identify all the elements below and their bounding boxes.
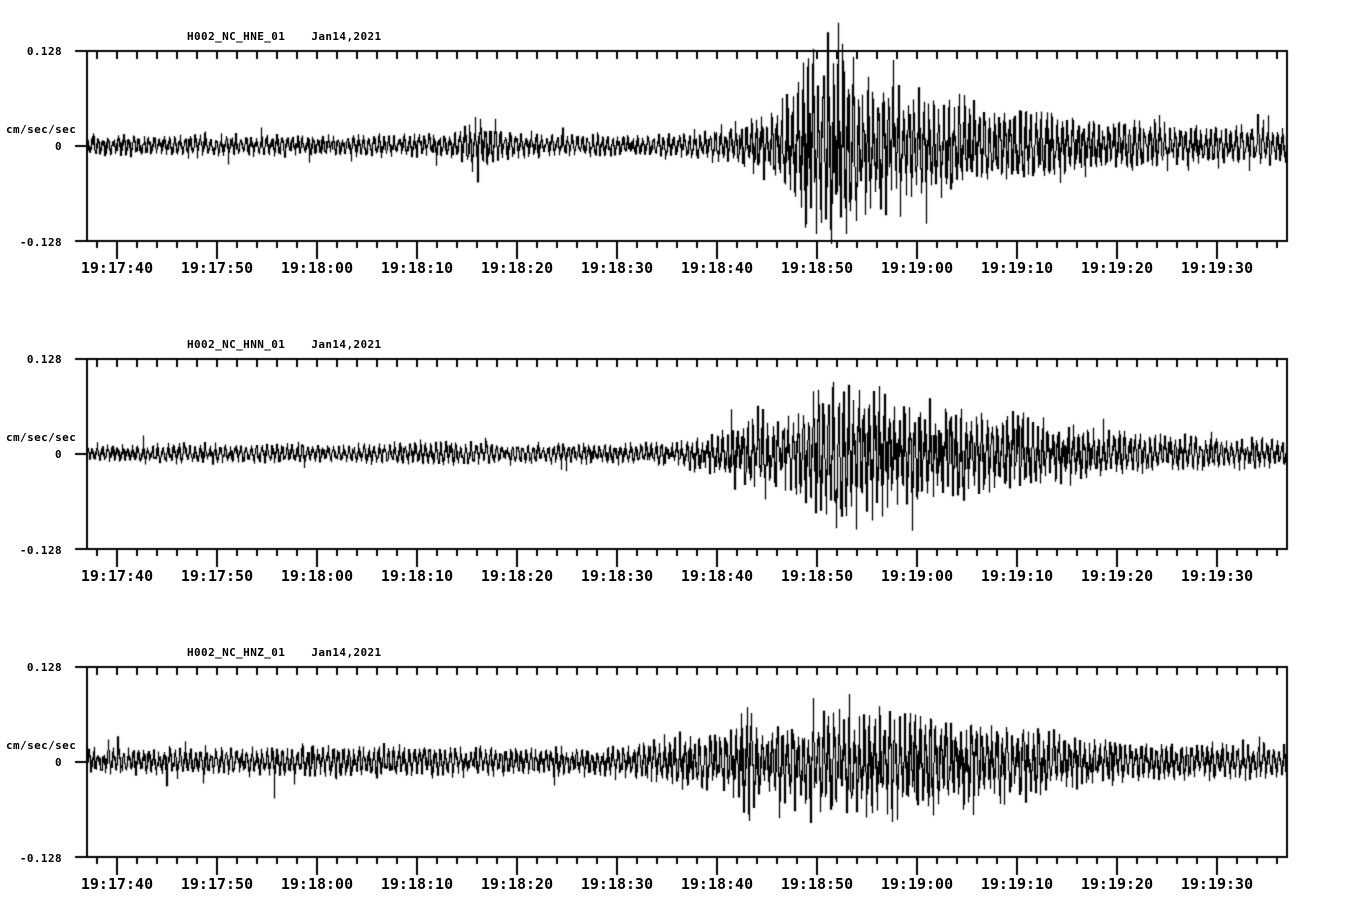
trace-panel-hnn: H002_NC_HNN_01 Jan14,2021 0.128 cm/sec/se… — [0, 308, 1358, 616]
time-tick-label: 19:17:50 — [180, 875, 254, 893]
y-axis-units-label: cm/sec/sec — [6, 123, 77, 136]
time-tick-label: 19:18:40 — [680, 567, 754, 585]
time-tick-label: 19:18:50 — [780, 567, 854, 585]
station-channel-label: H002_NC_HNN_01 — [187, 338, 286, 351]
time-tick-label: 19:19:00 — [880, 259, 954, 277]
time-tick-label: 19:17:40 — [80, 259, 154, 277]
time-tick-label: 19:18:30 — [580, 875, 654, 893]
y-tick-label-zero: 0 — [54, 140, 62, 153]
date-label: Jan14,2021 — [311, 30, 382, 43]
time-tick-label: 19:18:40 — [680, 259, 754, 277]
time-tick-label: 19:18:20 — [480, 875, 554, 893]
time-tick-label: 19:18:20 — [480, 259, 554, 277]
time-tick-label: 19:18:00 — [280, 875, 354, 893]
trace-title: H002_NC_HNE_01 Jan14,2021 — [187, 30, 382, 43]
time-tick-label: 19:18:30 — [580, 567, 654, 585]
time-tick-label: 19:19:00 — [880, 567, 954, 585]
waveform-canvas-hnn — [0, 308, 1358, 616]
time-tick-label: 19:19:20 — [1080, 875, 1154, 893]
time-tick-label: 19:18:40 — [680, 875, 754, 893]
time-tick-label: 19:19:00 — [880, 875, 954, 893]
y-tick-label-max: 0.128 — [26, 661, 62, 674]
trace-panel-hne: H002_NC_HNE_01 Jan14,2021 0.128 cm/sec/se… — [0, 0, 1358, 308]
date-label: Jan14,2021 — [311, 338, 382, 351]
time-tick-label: 19:19:20 — [1080, 259, 1154, 277]
time-tick-label: 19:17:50 — [180, 259, 254, 277]
station-channel-label: H002_NC_HNE_01 — [187, 30, 286, 43]
station-channel-label: H002_NC_HNZ_01 — [187, 646, 286, 659]
y-tick-label-min: -0.128 — [19, 236, 62, 249]
time-tick-label: 19:18:00 — [280, 567, 354, 585]
time-tick-label: 19:19:30 — [1180, 259, 1254, 277]
time-tick-label: 19:18:30 — [580, 259, 654, 277]
trace-panel-hnz: H002_NC_HNZ_01 Jan14,2021 0.128 cm/sec/se… — [0, 616, 1358, 924]
time-tick-label: 19:17:40 — [80, 875, 154, 893]
trace-title: H002_NC_HNN_01 Jan14,2021 — [187, 338, 382, 351]
time-tick-label: 19:18:00 — [280, 259, 354, 277]
y-axis-units-label: cm/sec/sec — [6, 431, 77, 444]
y-tick-label-zero: 0 — [54, 756, 62, 769]
y-axis-units-label: cm/sec/sec — [6, 739, 77, 752]
time-tick-label: 19:18:50 — [780, 875, 854, 893]
y-tick-label-min: -0.128 — [19, 544, 62, 557]
time-tick-label: 19:19:20 — [1080, 567, 1154, 585]
time-tick-label: 19:17:50 — [180, 567, 254, 585]
y-tick-label-max: 0.128 — [26, 353, 62, 366]
time-tick-label: 19:19:30 — [1180, 567, 1254, 585]
trace-title: H002_NC_HNZ_01 Jan14,2021 — [187, 646, 382, 659]
time-tick-label: 19:19:10 — [980, 875, 1054, 893]
y-tick-label-min: -0.128 — [19, 852, 62, 865]
time-tick-label: 19:18:50 — [780, 259, 854, 277]
time-tick-label: 19:17:40 — [80, 567, 154, 585]
date-label: Jan14,2021 — [311, 646, 382, 659]
y-tick-label-max: 0.128 — [26, 45, 62, 58]
time-tick-label: 19:19:10 — [980, 567, 1054, 585]
time-tick-label: 19:18:10 — [380, 567, 454, 585]
time-tick-label: 19:18:20 — [480, 567, 554, 585]
waveform-canvas-hne — [0, 0, 1358, 308]
time-tick-label: 19:19:10 — [980, 259, 1054, 277]
time-tick-label: 19:18:10 — [380, 259, 454, 277]
waveform-canvas-hnz — [0, 616, 1358, 924]
y-tick-label-zero: 0 — [54, 448, 62, 461]
time-tick-label: 19:18:10 — [380, 875, 454, 893]
time-tick-label: 19:19:30 — [1180, 875, 1254, 893]
